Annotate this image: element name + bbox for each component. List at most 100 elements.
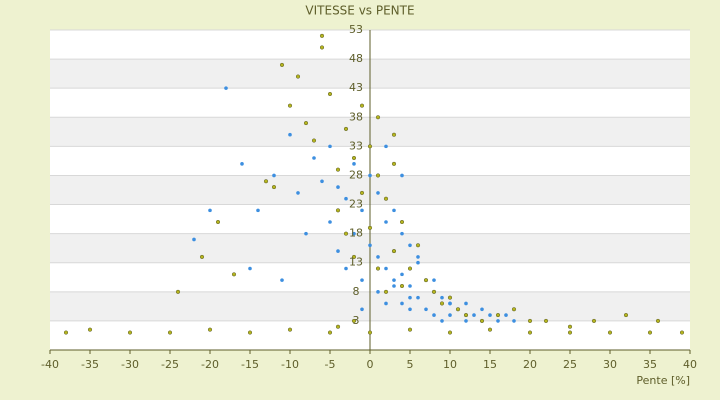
point xyxy=(280,278,284,282)
point xyxy=(376,255,380,259)
point xyxy=(304,231,308,236)
point xyxy=(287,327,293,332)
point xyxy=(335,167,341,172)
point xyxy=(416,295,420,300)
point xyxy=(367,144,373,149)
point xyxy=(392,278,396,282)
point xyxy=(488,313,492,317)
point xyxy=(367,225,373,230)
y-tick-label: 18 xyxy=(349,227,363,240)
x-tick-label: -10 xyxy=(281,358,299,371)
point xyxy=(368,243,372,248)
x-tick-label: 25 xyxy=(563,358,577,371)
point xyxy=(335,324,341,329)
y-tick-label: 48 xyxy=(349,52,363,65)
point xyxy=(343,126,349,131)
point xyxy=(543,318,549,323)
point xyxy=(455,307,461,312)
point xyxy=(376,290,380,294)
x-tick-label: -5 xyxy=(325,358,336,371)
x-tick-label: 10 xyxy=(443,358,457,371)
x-tick-label: 15 xyxy=(483,358,497,371)
point xyxy=(272,173,276,178)
y-tick-label: 13 xyxy=(349,256,363,269)
point xyxy=(63,330,69,335)
point xyxy=(391,132,397,137)
point xyxy=(487,327,493,332)
point xyxy=(479,318,485,323)
x-tick-label: 20 xyxy=(523,358,537,371)
point xyxy=(215,219,221,225)
point xyxy=(279,62,285,67)
point xyxy=(375,266,381,271)
x-tick-label: -15 xyxy=(241,358,259,371)
point xyxy=(400,173,404,178)
point xyxy=(375,115,381,120)
point xyxy=(400,272,404,277)
x-axis-label: Pente [%] xyxy=(636,374,690,387)
point xyxy=(432,278,436,282)
point xyxy=(384,301,388,306)
point xyxy=(399,219,405,225)
point xyxy=(248,266,252,271)
point xyxy=(320,179,324,184)
point xyxy=(312,156,316,160)
point xyxy=(511,307,517,312)
point xyxy=(439,301,445,306)
y-tick-label: 38 xyxy=(349,110,363,123)
point xyxy=(495,313,501,318)
point xyxy=(647,330,653,335)
point xyxy=(335,208,341,213)
point xyxy=(432,313,436,317)
point xyxy=(192,237,196,242)
point xyxy=(399,283,405,289)
x-tick-label: -20 xyxy=(201,358,219,371)
x-tick-label: 5 xyxy=(407,358,414,371)
x-tick-label: 30 xyxy=(603,358,617,371)
y-tick-label: 23 xyxy=(349,198,363,211)
point xyxy=(392,284,396,288)
point xyxy=(527,318,533,323)
point xyxy=(424,307,428,312)
point xyxy=(407,327,413,332)
x-tick-label: 0 xyxy=(367,358,374,371)
point xyxy=(352,162,356,166)
point xyxy=(207,327,213,332)
point xyxy=(127,330,133,335)
point xyxy=(383,289,389,294)
point xyxy=(527,330,533,335)
point xyxy=(480,307,484,312)
point xyxy=(351,254,357,259)
point xyxy=(367,330,373,335)
x-tick-label: 35 xyxy=(643,358,657,371)
chart-title: VITESSE vs PENTE xyxy=(305,4,414,18)
y-tick-label: 8 xyxy=(353,285,360,298)
point xyxy=(199,254,205,259)
point xyxy=(327,330,333,335)
x-tick-label: 40 xyxy=(683,358,697,371)
point xyxy=(440,319,444,323)
point xyxy=(256,208,260,213)
point xyxy=(351,155,357,161)
point xyxy=(343,231,349,236)
point xyxy=(408,307,412,312)
point xyxy=(360,278,364,282)
point xyxy=(175,289,181,294)
point xyxy=(607,330,613,335)
point xyxy=(447,295,453,300)
x-tick-label: -40 xyxy=(41,358,59,371)
point xyxy=(567,330,573,335)
point xyxy=(263,179,269,184)
point xyxy=(464,301,468,306)
point xyxy=(303,121,309,126)
point xyxy=(392,208,396,213)
point xyxy=(463,313,469,318)
point xyxy=(240,162,244,166)
point xyxy=(327,91,333,97)
y-tick-label: 28 xyxy=(349,168,363,181)
x-tick-label: -25 xyxy=(161,358,179,371)
point xyxy=(375,173,381,178)
point xyxy=(591,318,597,323)
point xyxy=(360,307,364,312)
